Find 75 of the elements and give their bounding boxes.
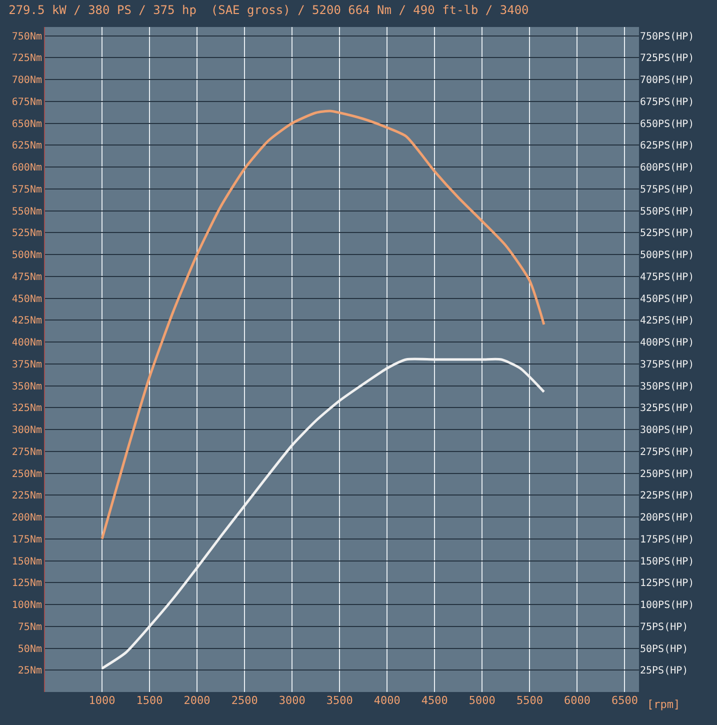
- y-tick-label: 225Nm: [12, 490, 42, 502]
- y2-tick-label: 750PS(HP): [640, 31, 694, 42]
- y-tick-label: 350Nm: [12, 381, 42, 392]
- x-axis-title: [rpm]: [647, 698, 680, 711]
- y2-tick-label: 650PS(HP): [640, 118, 694, 130]
- y-tick-label: 450Nm: [12, 294, 42, 305]
- y-tick-label: 500Nm: [12, 250, 42, 261]
- y-tick-label: 575Nm: [12, 184, 42, 196]
- y2-tick-label: 575PS(HP): [640, 184, 694, 196]
- x-tick-label: 2000: [184, 694, 210, 707]
- y2-tick-label: 175PS(HP): [640, 534, 694, 546]
- y2-tick-label: 725PS(HP): [640, 53, 694, 64]
- y2-tick-label: 225PS(HP): [640, 490, 694, 502]
- y-tick-label: 50Nm: [18, 644, 42, 655]
- y2-tick-label: 275PS(HP): [640, 446, 694, 458]
- x-tick-label: 4000: [374, 694, 400, 707]
- line-series: [100, 110, 546, 540]
- x-tick-label: 2500: [231, 694, 258, 707]
- x-tick-label: 5500: [516, 694, 543, 707]
- y2-tick-label: 75PS(HP): [640, 622, 688, 633]
- y-tick-label: 525Nm: [12, 228, 42, 240]
- y-tick-label: 425Nm: [12, 316, 42, 327]
- x-tick-label: 3500: [326, 694, 353, 707]
- y2-tick-label: 700PS(HP): [640, 75, 694, 86]
- y2-tick-label: 375PS(HP): [640, 359, 694, 370]
- y2-tick-label: 550PS(HP): [640, 206, 694, 218]
- y-tick-label: 475Nm: [12, 272, 42, 283]
- y-tick-label: 250Nm: [12, 468, 42, 480]
- y2-tick-label: 525PS(HP): [640, 228, 694, 240]
- x-tick-label: 4500: [421, 694, 448, 707]
- y-tick-label: 375Nm: [12, 359, 42, 370]
- y-tick-label: 25Nm: [18, 666, 42, 677]
- y-tick-label: 725Nm: [12, 53, 42, 64]
- y-tick-label: 300Nm: [12, 425, 42, 436]
- chart-title: 279.5 kW / 380 PS / 375 hp (SAE gross) / 5200 664 Nm / 490 ft-lb / 3400: [8, 3, 529, 18]
- y-tick-label: 400Nm: [12, 338, 42, 348]
- y2-tick-label: 150PS(HP): [640, 556, 694, 568]
- y-tick-label: 125Nm: [12, 578, 42, 590]
- y2-tick-label: 500PS(HP): [640, 250, 694, 261]
- y2-tick-label: 475PS(HP): [640, 272, 694, 283]
- y-tick-label: 700Nm: [12, 75, 42, 86]
- y2-tick-label: 125PS(HP): [640, 578, 694, 590]
- y2-tick-label: 325PS(HP): [640, 403, 694, 414]
- y-tick-label: 650Nm: [12, 118, 42, 130]
- y2-tick-label: 400PS(HP): [640, 338, 694, 348]
- x-tick-label: 6500: [611, 694, 638, 707]
- y-tick-label: 175Nm: [12, 534, 42, 546]
- y-tick-label: 275Nm: [12, 446, 42, 458]
- y2-tick-label: 600PS(HP): [640, 162, 694, 174]
- y2-tick-label: 450PS(HP): [640, 294, 694, 305]
- y2-tick-label: 100PS(HP): [640, 600, 694, 611]
- y2-tick-label: 250PS(HP): [640, 468, 694, 480]
- y-tick-label: 200Nm: [12, 512, 42, 524]
- y2-tick-label: 300PS(HP): [640, 425, 694, 436]
- x-tick-label: 1500: [136, 694, 163, 707]
- y2-tick-label: 25PS(HP): [640, 666, 688, 677]
- y-tick-label: 325Nm: [12, 403, 42, 414]
- x-tick-label: 5000: [468, 694, 496, 707]
- y-tick-label: 625Nm: [12, 140, 42, 152]
- y2-tick-label: 675PS(HP): [640, 96, 694, 108]
- y-tick-label: 600Nm: [12, 162, 42, 174]
- y2-tick-label: 50PS(HP): [640, 644, 688, 655]
- y-tick-label: 550Nm: [12, 206, 42, 218]
- y-tick-label: 75Nm: [18, 622, 42, 633]
- y-tick-label: 100Nm: [12, 600, 42, 611]
- y2-tick-label: 425PS(HP): [640, 316, 694, 327]
- y2-tick-label: 625PS(HP): [640, 140, 694, 152]
- x-tick-label: 1000: [88, 694, 116, 707]
- x-tick-label: 6000: [564, 694, 590, 707]
- y2-tick-label: 200PS(HP): [640, 512, 694, 524]
- x-tick-label: 3000: [278, 694, 306, 707]
- y2-tick-label: 350PS(HP): [640, 381, 694, 392]
- y-tick-label: 675Nm: [12, 96, 42, 108]
- y-tick-label: 750Nm: [12, 31, 42, 42]
- y-tick-label: 150Nm: [12, 556, 42, 568]
